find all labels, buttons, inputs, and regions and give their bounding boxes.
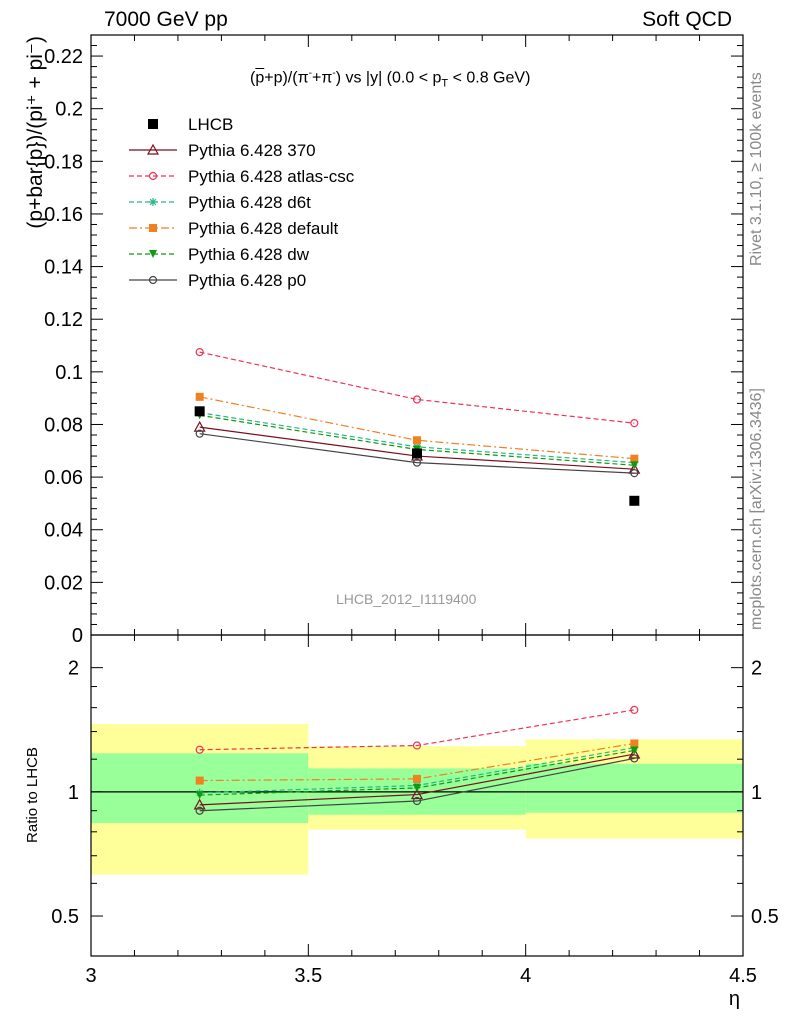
- uncertainty-band-inner: [91, 753, 309, 824]
- ratio-point-p370: [193, 798, 206, 810]
- legend-label-p0: Pythia 6.428 p0: [188, 271, 306, 290]
- ratio-point-p370: [410, 788, 424, 800]
- ratio-y-tick-label-right: 0.5: [751, 906, 779, 928]
- main-y-tick-label: 0.06: [44, 467, 83, 489]
- legend-label-p370: Pythia 6.428 370: [188, 141, 316, 160]
- analysis-watermark: LHCB_2012_I1119400: [336, 591, 477, 607]
- ratio-y-tick-label-right: 1: [751, 782, 762, 804]
- ratio-line-default: [199, 742, 635, 782]
- ratio-line-p0: [199, 757, 635, 812]
- ratio-point-dw: [630, 746, 639, 755]
- series-line-atlas_csc: [199, 351, 635, 424]
- legend-label-dw: Pythia 6.428 dw: [188, 245, 310, 264]
- ratio-x-tick-label: 4: [520, 965, 531, 987]
- main-y-tick-label: 0.1: [55, 362, 83, 384]
- ratio-x-tick-label: 4.5: [729, 965, 757, 987]
- ratio-point-default: [195, 776, 204, 785]
- legend-marker-atlas_csc: [148, 171, 158, 181]
- legend-marker-default: [149, 224, 157, 232]
- header-right: Soft QCD: [642, 8, 732, 31]
- legend-label-default: Pythia 6.428 default: [188, 219, 339, 238]
- data-point-p0: [195, 429, 204, 438]
- mcplots-label: mcplots.cern.ch [arXiv:1306.3436]: [748, 388, 765, 630]
- main-y-tick-label: 0.12: [44, 309, 83, 331]
- data-point-default: [413, 436, 421, 445]
- ratio-y-tick-label: 0.5: [51, 906, 79, 928]
- main-y-tick-label: 0.16: [44, 204, 83, 226]
- header-left: 7000 GeV pp: [104, 8, 228, 31]
- data-point-p0: [630, 469, 639, 478]
- data-point-data: [412, 448, 422, 459]
- legend-marker-data: [148, 119, 158, 129]
- legend-label-data: LHCB: [188, 115, 233, 134]
- ratio-point-p370: [628, 747, 641, 759]
- main-y-tick-label: 0.18: [44, 151, 83, 173]
- data-point-default: [630, 454, 639, 463]
- main-y-tick-label: 0.2: [55, 99, 83, 121]
- ratio-line-atlas_csc: [199, 709, 635, 751]
- ratio-line-p370: [199, 753, 635, 806]
- ratio-point-default: [413, 774, 421, 783]
- data-point-p370: [628, 462, 641, 474]
- ratio-frame: [90, 634, 744, 957]
- main-y-tick-label: 0.08: [44, 414, 83, 436]
- ratio-point-atlas_csc: [630, 705, 639, 714]
- main-y-tick-label: 0.04: [44, 520, 83, 542]
- series-line-p0: [199, 433, 635, 474]
- ratio-point-dw: [413, 783, 421, 792]
- ratio-y-tick-label-right: 2: [751, 658, 762, 680]
- ratio-x-tick-label: 3: [85, 965, 96, 987]
- data-point-data: [629, 495, 640, 506]
- legend-marker-p0: [148, 275, 158, 285]
- ratio-x-tick-label: 3.5: [294, 965, 322, 987]
- main-y-tick-label: 0.22: [44, 46, 83, 68]
- data-point-dw: [630, 461, 639, 470]
- data-point-default: [195, 392, 204, 401]
- ratio-point-default: [630, 739, 639, 748]
- rivet-label: Rivet 3.1.10, ≥ 100k events: [748, 72, 765, 266]
- ratio-y-tick-label: 2: [68, 658, 79, 680]
- legend-marker-dw: [149, 250, 157, 258]
- main-y-tick-label: 0: [72, 625, 83, 647]
- legend-marker-d6t: [149, 198, 157, 206]
- ratio-y-axis-label: Ratio to LHCB: [24, 747, 41, 843]
- plot-title: (p+p)/(π-+π-) vs |y| (0.0 < pT < 0.8 GeV…: [250, 68, 531, 90]
- data-point-p0: [412, 458, 422, 467]
- legend-label-atlas_csc: Pythia 6.428 atlas-csc: [188, 167, 355, 186]
- legend-marker-p370: [146, 143, 160, 155]
- uncertainty-band-inner: [525, 763, 743, 813]
- legend-label-d6t: Pythia 6.428 d6t: [188, 193, 311, 212]
- data-point-atlas_csc: [412, 395, 422, 404]
- x-axis-label: η: [729, 988, 740, 1010]
- data-point-atlas_csc: [195, 348, 204, 357]
- ratio-point-p0: [195, 806, 204, 815]
- data-point-atlas_csc: [630, 419, 639, 428]
- ratio-point-atlas_csc: [412, 741, 422, 750]
- ratio-point-p0: [630, 754, 639, 763]
- ratio-point-atlas_csc: [195, 745, 204, 754]
- ratio-y-tick-label: 1: [68, 782, 79, 804]
- data-point-data: [194, 406, 205, 417]
- ratio-point-p0: [412, 796, 422, 806]
- ratio-point-dw: [195, 791, 204, 800]
- main-y-tick-label: 0.14: [44, 257, 83, 279]
- data-point-p370: [193, 420, 206, 432]
- main-y-axis-label: (p+bar{p})/(pi⁺ + pi⁻): [24, 36, 47, 229]
- main-y-tick-label: 0.02: [44, 572, 83, 594]
